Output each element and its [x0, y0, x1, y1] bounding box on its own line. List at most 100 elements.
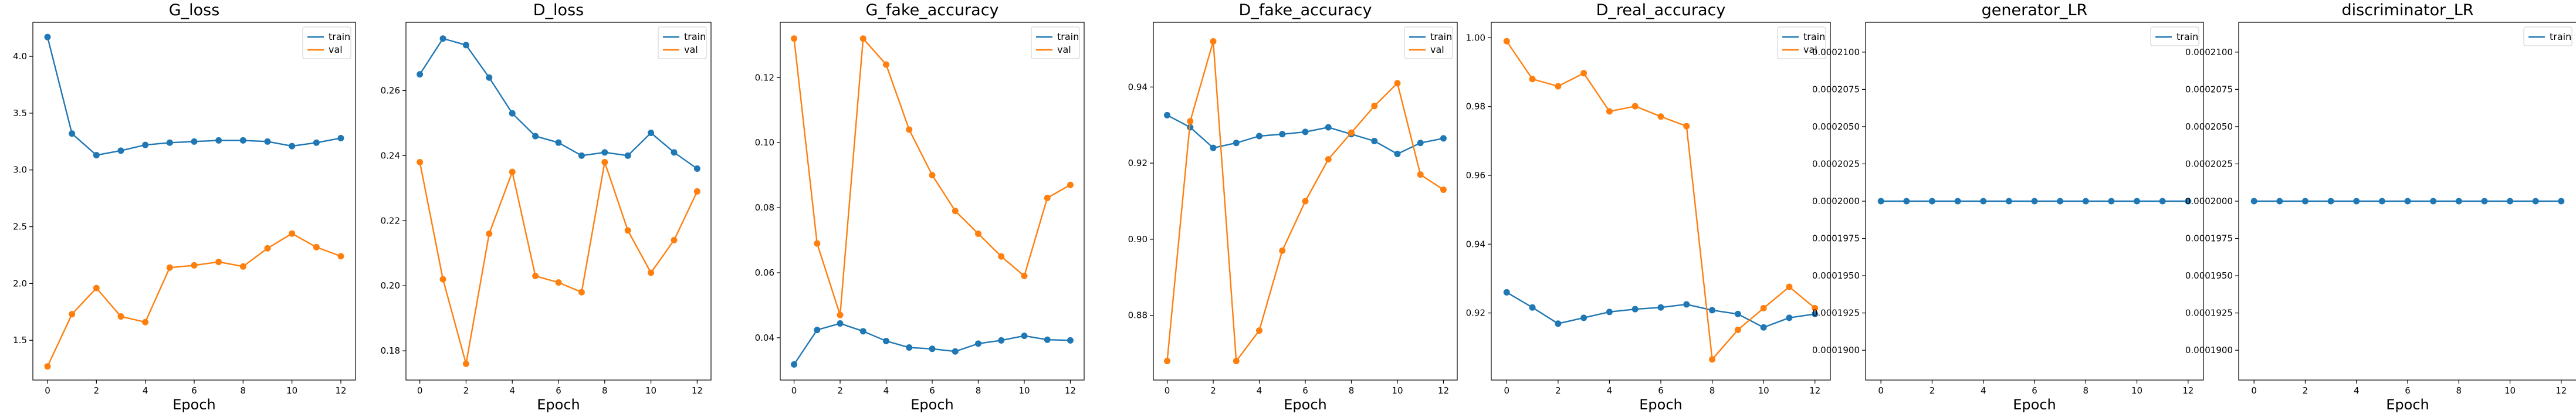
data-point-train [93, 152, 100, 159]
data-point-val [1631, 103, 1639, 110]
y-tick-label: 0.0002025 [2185, 158, 2233, 169]
data-point-train [1302, 128, 1309, 135]
legend: train val [1404, 26, 1453, 59]
chart-title: discriminator_LR [2341, 1, 2473, 19]
series-line-train [793, 323, 1071, 365]
data-point-val [1164, 358, 1171, 365]
data-point-val [1067, 181, 1074, 188]
plot-frame [32, 22, 356, 381]
x-tick-label: 10 [286, 385, 297, 396]
y-tick-label: 0.0002050 [2185, 121, 2233, 132]
legend-box [1404, 26, 1453, 59]
chart-title: G_fake_accuracy [865, 1, 998, 19]
data-point-train [837, 320, 844, 327]
series-line-val [1506, 40, 1816, 361]
data-point-val [1503, 38, 1510, 45]
x-tick-label: 0 [1504, 385, 1509, 396]
y-tick-label: 0.0002075 [1812, 84, 1860, 94]
legend: train [2523, 26, 2572, 46]
data-point-train [1021, 333, 1028, 340]
data-point-val [239, 263, 246, 270]
data-point-train [952, 348, 959, 355]
y-tick-label: 0.0001925 [2185, 308, 2233, 318]
data-point-val [883, 61, 890, 68]
data-point-train [1044, 336, 1051, 343]
data-point-val [215, 259, 222, 266]
legend-box [1031, 26, 1080, 59]
data-point-val [1812, 304, 1819, 311]
data-point-val [69, 311, 76, 318]
x-tick-label: 8 [976, 385, 981, 396]
y-tick-label: 4.0 [13, 51, 27, 62]
y-tick-label: 2.0 [13, 278, 27, 289]
y-tick-label: 0.20 [381, 280, 400, 291]
chart-panel-7: discriminator_LR 0 2 4 6 8 10 12 0.0001900 0.0001… [2185, 1, 2576, 413]
legend-label-train: train [684, 31, 706, 42]
x-tick-label: 4 [1981, 385, 1986, 396]
data-point-train [2108, 198, 2115, 205]
series-line-train [46, 36, 341, 156]
data-point-train [2404, 198, 2411, 205]
x-tick-label: 10 [2504, 385, 2516, 396]
data-point-train [1657, 304, 1664, 311]
y-tick-label: 0.24 [381, 150, 400, 161]
series-line-train [419, 38, 698, 169]
data-point-val [439, 276, 446, 283]
x-axis-label: Epoch [172, 396, 216, 413]
data-point-train [313, 139, 320, 146]
series-line-val [419, 161, 698, 365]
data-point-train [998, 337, 1005, 344]
plot-frame [780, 22, 1085, 381]
data-point-val [1683, 123, 1690, 130]
y-tick-label: 1.5 [13, 335, 27, 345]
data-point-train [929, 345, 936, 352]
legend: train [2150, 26, 2199, 46]
data-point-train [2353, 198, 2360, 205]
data-point-val [1256, 327, 1263, 334]
legend: train val [658, 26, 707, 59]
data-point-val [462, 360, 469, 367]
data-point-train [1210, 144, 1217, 151]
legend-box [1777, 26, 1826, 59]
y-tick-label: 0.94 [1466, 239, 1485, 249]
data-point-val [952, 208, 959, 215]
data-point-val [859, 35, 866, 42]
data-point-train [1256, 133, 1263, 140]
x-tick-label: 2 [1210, 385, 1216, 396]
y-tick-label: 0.0002000 [1812, 196, 1860, 206]
x-tick-label: 2 [837, 385, 843, 396]
y-tick-label: 0.0001900 [1812, 345, 1860, 355]
data-point-train [239, 137, 246, 144]
data-point-train [1529, 304, 1536, 311]
data-point-val [532, 273, 539, 280]
x-axis-label: Epoch [910, 396, 954, 413]
data-point-train [601, 149, 608, 156]
y-tick-label: 1.00 [1466, 32, 1485, 43]
x-tick-label: 12 [1438, 385, 1449, 396]
plot-frame [1491, 22, 1831, 381]
data-point-train [166, 139, 173, 146]
data-point-train [1555, 320, 1562, 327]
y-tick-label: 0.08 [755, 202, 774, 213]
data-point-val [578, 289, 585, 296]
data-point-val [837, 311, 844, 318]
series-line-val [46, 232, 341, 367]
x-tick-label: 12 [692, 385, 703, 396]
plot-frame [405, 22, 712, 381]
data-point-train [44, 33, 51, 40]
y-tick-label: 0.94 [1128, 82, 1147, 92]
data-point-train [509, 110, 516, 117]
x-axis-label: Epoch [2386, 396, 2429, 413]
data-point-train [814, 327, 821, 334]
data-point-train [142, 141, 149, 148]
data-point-train [1812, 310, 1819, 317]
y-tick-label: 0.0002025 [1812, 158, 1860, 169]
data-point-val [1709, 356, 1716, 363]
x-tick-label: 8 [1710, 385, 1715, 396]
data-point-val [693, 188, 700, 195]
x-tick-label: 4 [1257, 385, 1262, 396]
data-point-val [313, 243, 320, 250]
y-tick-label: 0.0001950 [1812, 270, 1860, 281]
legend-label-train: train [1803, 31, 1825, 42]
data-point-train [264, 138, 271, 145]
